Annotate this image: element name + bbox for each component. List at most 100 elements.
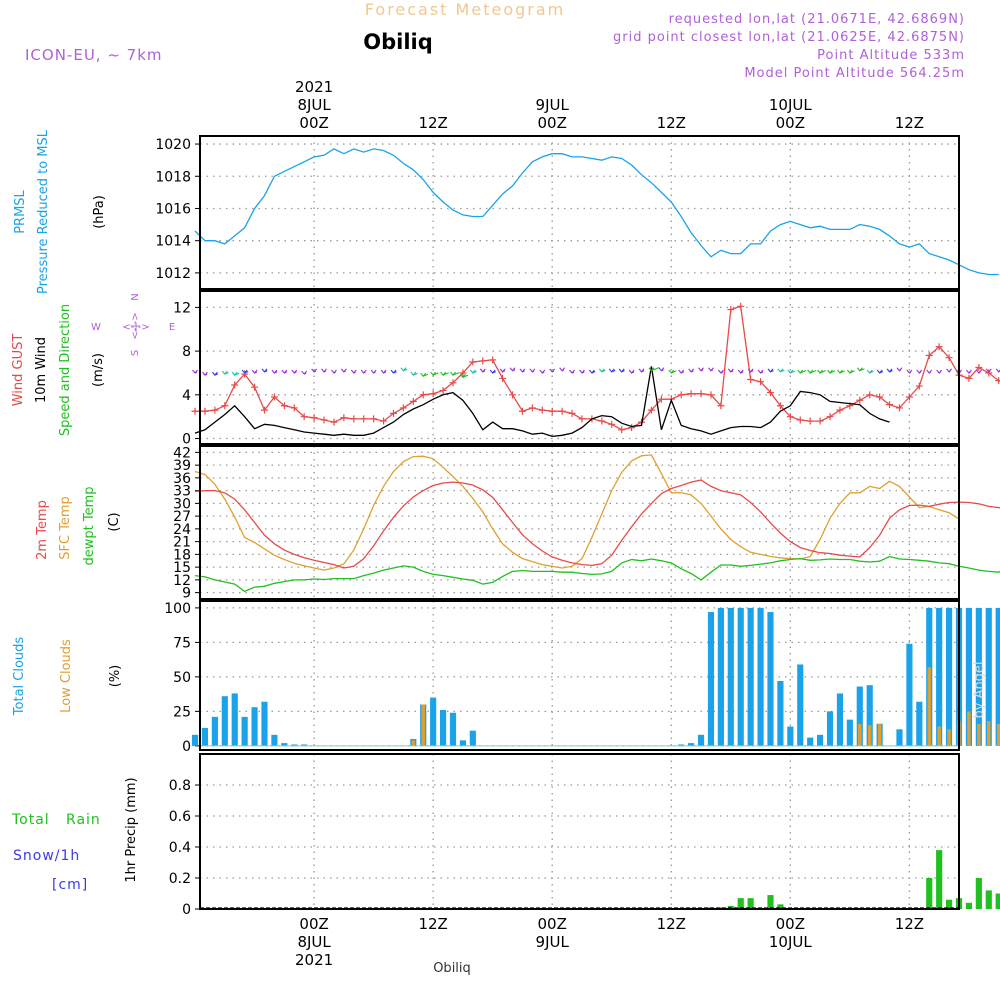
gust-marker: [241, 370, 249, 378]
y-tick-label: 39: [173, 458, 191, 474]
bottom-time-label: 12Z: [418, 915, 447, 933]
gust-marker: [360, 415, 368, 423]
bottom-time-label: 00Z: [299, 915, 328, 933]
y-tick-label: 33: [173, 484, 191, 500]
compass-n: N: [130, 293, 141, 300]
gust-marker: [687, 390, 695, 398]
gust-marker: [895, 404, 903, 412]
wind-direction-arrow: [549, 368, 556, 373]
y-tick-label: 36: [173, 471, 191, 487]
total-cloud-bar: [281, 743, 288, 746]
wind-direction-arrow: [916, 369, 923, 374]
wind-direction-arrow: [708, 367, 714, 372]
gust-marker: [568, 409, 576, 417]
top-time-label: 12Z: [657, 114, 686, 132]
total-cloud-bar: [757, 607, 764, 746]
gust-marker: [340, 414, 348, 422]
wind-direction-arrow: [936, 369, 943, 374]
model-altitude: Model Point Altitude 564.25m: [744, 66, 965, 81]
y-tick-label: 12: [173, 300, 191, 316]
bottom-year-label: 2021: [295, 951, 333, 969]
wind-direction-arrow: [350, 369, 357, 374]
total-cloud-bar: [251, 707, 258, 746]
top-day-label: 10JUL: [769, 96, 812, 114]
label-prmsl: PRMSL: [13, 189, 28, 233]
wind-direction-arrow: [638, 368, 645, 373]
wind-direction-arrow: [202, 371, 208, 377]
clouds-labels: Total Clouds Low Clouds (%): [12, 637, 123, 717]
label-speed-direction: Speed and Direction: [58, 304, 73, 436]
total-cloud-bar: [995, 607, 1000, 746]
y-tick-label: 30: [173, 496, 191, 512]
y-tick-label: 0.6: [169, 809, 191, 825]
gust-marker: [310, 414, 318, 422]
plot-area: [200, 136, 959, 289]
y-tick-label: 50: [173, 670, 191, 686]
meteogram-title: Forecast Meteogram: [365, 0, 565, 19]
label-snow: Snow/1h: [13, 848, 80, 864]
total-cloud-bar: [271, 734, 278, 746]
gust-marker: [300, 413, 308, 421]
total-cloud-bar: [777, 681, 784, 746]
label-ms: (m/s): [91, 353, 106, 387]
wind-direction-arrow: [698, 367, 704, 372]
gust-marker: [886, 401, 894, 409]
gust-marker: [409, 397, 417, 405]
y-tick-label: 25: [173, 704, 191, 720]
requested-coords: requested lon,lat (21.0671E, 42.6869N): [669, 12, 965, 27]
total-cloud-bar: [291, 744, 298, 746]
total-cloud-bar: [688, 743, 695, 746]
plot-area: [200, 601, 959, 750]
gust-marker: [985, 369, 993, 377]
total-cloud-bar: [459, 740, 466, 746]
precip-panel: 0 0.2 0.4 0.6 0.8: [169, 753, 1000, 918]
total-cloud-bar: [261, 701, 268, 746]
gust-marker: [866, 391, 874, 399]
y-tick-label: 1014: [155, 234, 191, 250]
wind-direction-arrow: [678, 369, 685, 374]
wind-direction-arrow: [876, 369, 884, 374]
wind-direction-arrow: [965, 369, 972, 374]
wind-direction-arrow: [985, 368, 992, 373]
wind-direction-arrow: [489, 369, 496, 374]
wind-direction-arrow: [331, 369, 337, 374]
wind-direction-arrow: [539, 369, 546, 374]
wind-direction-arrow: [321, 368, 327, 373]
gust-marker: [905, 393, 913, 401]
total-cloud-bar: [727, 607, 734, 746]
gust-marker: [965, 374, 973, 382]
gust-marker: [727, 306, 735, 314]
label-percent: (%): [108, 665, 123, 688]
gust-marker: [280, 402, 288, 410]
total-cloud-bar: [440, 709, 447, 746]
panel-border: [199, 135, 960, 290]
gust-marker: [419, 391, 427, 399]
label-low-clouds: Low Clouds: [59, 639, 74, 713]
bottom-day-label: 10JUL: [769, 933, 812, 951]
wind-direction-arrow: [311, 368, 318, 373]
total-cloud-bar: [707, 612, 715, 746]
gust-marker: [350, 415, 358, 423]
wind-direction-arrow: [430, 371, 439, 377]
total-cloud-bar: [826, 711, 834, 746]
wind-direction-arrow: [251, 369, 258, 374]
compass-e: E: [169, 322, 175, 333]
low-cloud-bar: [967, 711, 971, 746]
gust-marker: [786, 413, 794, 421]
gust-marker: [439, 386, 447, 394]
2m-temp-line: [194, 479, 1000, 569]
low-cloud-bar: [877, 723, 882, 746]
gust-marker: [816, 417, 824, 425]
wind-direction-arrow: [380, 369, 387, 374]
gust-marker: [528, 404, 536, 412]
gust-marker: [330, 418, 338, 426]
total-cloud-bar: [469, 730, 476, 746]
gust-marker: [836, 406, 844, 414]
station-name: Obiliq: [363, 30, 433, 54]
dewpt-line: [194, 555, 1000, 593]
wind-direction-arrow: [420, 372, 429, 378]
wind-direction-arrow: [231, 371, 240, 377]
gust-marker: [677, 391, 685, 399]
label-hpa: (hPa): [92, 195, 107, 229]
